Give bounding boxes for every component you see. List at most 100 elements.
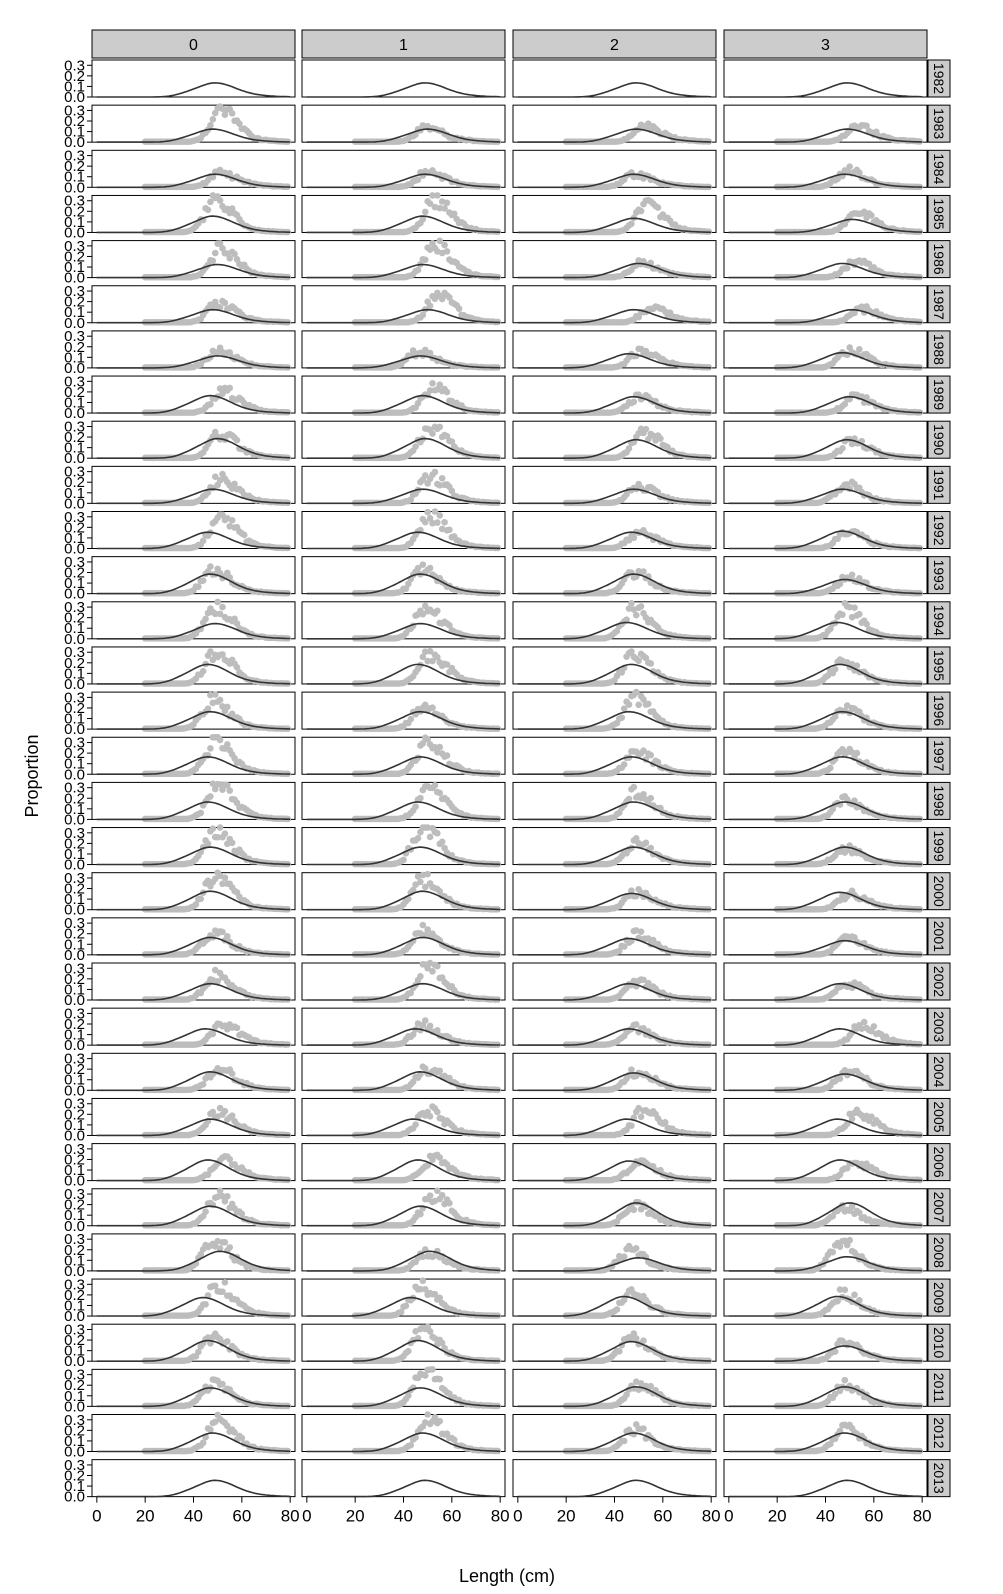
- panel-frame: [91, 285, 296, 324]
- panel: [91, 59, 296, 98]
- fitted-line: [96, 215, 291, 234]
- panel: [723, 194, 928, 236]
- fitted-line: [96, 173, 291, 189]
- panel: [301, 556, 506, 597]
- panel: [512, 194, 717, 236]
- panel: [91, 869, 296, 913]
- panel: [512, 149, 717, 191]
- row-strip-label: 1985: [931, 198, 947, 229]
- observed-point: [207, 745, 214, 752]
- panel: [512, 917, 717, 958]
- row-strip-label: 1994: [931, 605, 947, 636]
- fitted-line: [96, 308, 291, 324]
- observed-point: [443, 248, 451, 255]
- panel: [91, 824, 296, 868]
- panel: [723, 149, 928, 191]
- column-strip: [91, 29, 296, 59]
- panel-frame: [91, 375, 296, 414]
- panel-frame: [91, 511, 296, 549]
- panel-frame: [512, 511, 717, 549]
- column-strip: [723, 29, 928, 59]
- row-strip: [927, 149, 951, 188]
- observed-point: [421, 256, 429, 264]
- observed-point: [868, 212, 875, 219]
- panel: [512, 240, 717, 281]
- observed-point: [620, 761, 628, 768]
- observed-point: [204, 840, 212, 847]
- panel: [723, 827, 928, 868]
- row-strip-label: 2001: [931, 921, 947, 952]
- row-strip: [927, 465, 951, 504]
- observed-point: [216, 304, 224, 311]
- fitted-line: [728, 218, 923, 234]
- panel: [723, 691, 928, 732]
- observed-point: [431, 782, 439, 789]
- panel: [512, 781, 717, 823]
- panel: [512, 420, 717, 462]
- panel: [301, 330, 506, 371]
- panel: [91, 285, 296, 326]
- observed-point: [647, 660, 655, 667]
- observed-point: [642, 839, 650, 847]
- row-strip: [927, 1459, 951, 1498]
- observed-point: [630, 783, 638, 791]
- observed-point: [443, 199, 451, 207]
- observed-point: [434, 519, 441, 526]
- observed-point: [441, 241, 448, 249]
- panel: [301, 465, 506, 507]
- observed-point: [211, 109, 219, 117]
- row-strip-label: 1984: [931, 153, 947, 184]
- panel: [512, 600, 717, 642]
- observed-point: [407, 715, 415, 723]
- observed-point: [424, 508, 431, 516]
- observed-point: [431, 468, 439, 476]
- observed-point: [207, 793, 214, 800]
- panel-grid: [91, 59, 928, 1498]
- observed-point: [421, 208, 429, 216]
- row-strip: [927, 781, 951, 820]
- panel: [91, 962, 296, 1003]
- observed-point: [228, 109, 236, 117]
- observed-point: [628, 220, 635, 228]
- observed-point: [224, 703, 231, 711]
- row-strip: [927, 1143, 951, 1182]
- observed-point: [204, 206, 212, 214]
- fitted-line: [517, 262, 712, 279]
- observed-point: [450, 210, 458, 218]
- row-strip-label: 2002: [931, 966, 947, 997]
- row-strip-label: 1999: [931, 830, 947, 861]
- panel: [301, 104, 506, 146]
- observed-point: [412, 131, 419, 138]
- observed-point: [635, 657, 642, 665]
- panel: [512, 511, 717, 552]
- observed-point: [647, 751, 655, 759]
- panel: [301, 237, 506, 281]
- observed-point: [443, 752, 451, 759]
- observed-point: [429, 430, 436, 437]
- row-strip: [927, 511, 951, 549]
- observed-point: [436, 423, 444, 431]
- panel-frame: [723, 872, 928, 911]
- row-strip: [927, 827, 951, 866]
- panel: [301, 959, 506, 1003]
- row-strip-label: 1982: [931, 63, 947, 94]
- panel: [301, 149, 506, 191]
- observed-point: [705, 318, 713, 325]
- observed-point: [219, 105, 226, 113]
- observed-point: [216, 696, 224, 704]
- panel: [512, 872, 717, 913]
- observed-point: [856, 610, 863, 618]
- panel: [301, 508, 506, 552]
- panel: [301, 824, 506, 868]
- panel: [91, 556, 296, 597]
- row-strip-label: 2012: [931, 1417, 947, 1448]
- row-strip: [927, 104, 951, 143]
- row-strip: [927, 1233, 951, 1272]
- row-strip-label: 2013: [931, 1463, 947, 1494]
- observed-point: [216, 824, 224, 831]
- panel-frame: [512, 104, 717, 143]
- panel-frame: [723, 240, 928, 279]
- observed-point: [657, 435, 664, 442]
- panel: [301, 870, 506, 913]
- row-strip: [927, 917, 951, 956]
